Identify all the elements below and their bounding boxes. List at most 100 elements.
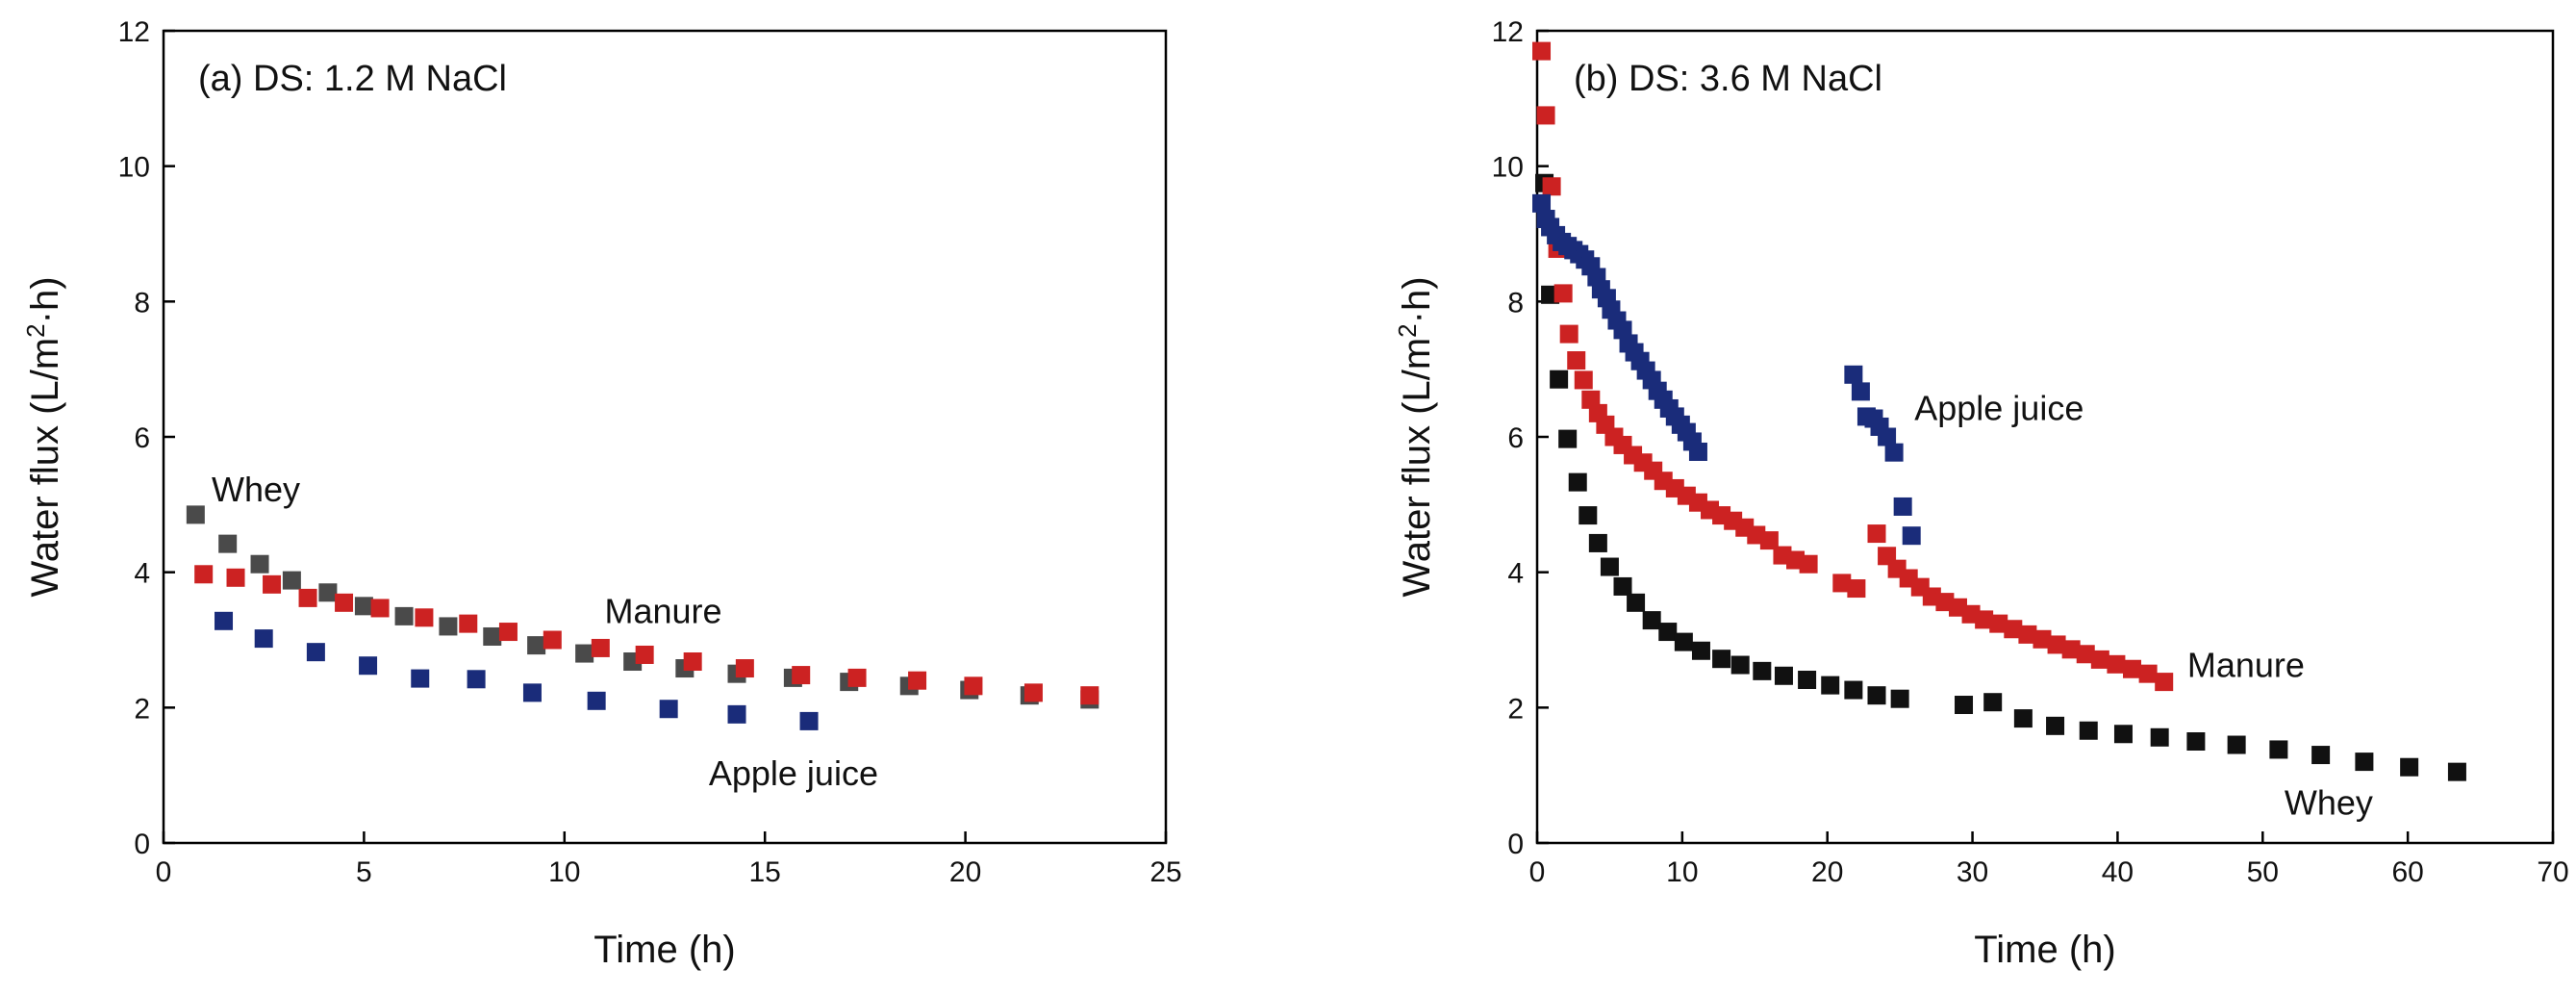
- data-point: [415, 608, 434, 627]
- data-point: [1890, 689, 1909, 708]
- data-point: [2090, 650, 2109, 669]
- data-point: [1799, 554, 1818, 574]
- data-point: [1844, 680, 1863, 700]
- data-point: [1578, 506, 1598, 525]
- x-tick-label: 0: [1529, 856, 1546, 888]
- data-point: [1867, 686, 1886, 705]
- data-point: [527, 636, 546, 655]
- data-point: [1753, 661, 1772, 680]
- y-axis-title-superscript: 2: [21, 323, 50, 337]
- series-label: Manure: [604, 591, 721, 630]
- y-tick-label: 10: [1492, 152, 1524, 184]
- data-point: [370, 599, 390, 618]
- x-axis-title: Time (h): [593, 929, 735, 971]
- data-point: [1080, 686, 1099, 705]
- data-point: [1989, 614, 2008, 633]
- data-point: [459, 614, 478, 633]
- data-point: [483, 626, 502, 646]
- data-point: [522, 683, 542, 702]
- data-point: [591, 638, 610, 657]
- data-point: [543, 630, 562, 650]
- data-point: [411, 669, 430, 688]
- data-point: [1613, 576, 1632, 596]
- data-point: [683, 652, 702, 672]
- panel-title: (b) DS: 3.6 M NaCl: [1574, 59, 1882, 99]
- data-point: [1559, 324, 1578, 344]
- y-tick-label: 6: [1507, 422, 1524, 454]
- x-tick-label: 20: [1811, 856, 1843, 888]
- x-tick-label: 10: [1666, 856, 1698, 888]
- x-tick-label: 50: [2247, 856, 2279, 888]
- data-point: [1902, 526, 1921, 546]
- data-point: [1844, 365, 1863, 384]
- series-apple-juice: [1532, 193, 1921, 546]
- series-label: Whey: [2285, 782, 2373, 822]
- data-point: [908, 671, 927, 690]
- data-point: [298, 588, 317, 607]
- data-point: [727, 704, 746, 724]
- data-point: [1975, 610, 1994, 629]
- x-axis-title: Time (h): [1974, 929, 2115, 971]
- x-tick-label: 30: [1957, 856, 1988, 888]
- data-point: [1532, 193, 1552, 213]
- data-point: [1574, 370, 1593, 390]
- data-point: [1884, 443, 1904, 462]
- x-tick-label: 20: [949, 856, 981, 888]
- y-tick-label: 12: [118, 16, 150, 48]
- data-point: [1588, 533, 1607, 552]
- x-tick-label: 40: [2102, 856, 2134, 888]
- data-point: [964, 676, 983, 696]
- data-point: [1878, 427, 1897, 446]
- data-point: [1759, 531, 1779, 550]
- x-tick-label: 70: [2537, 856, 2568, 888]
- data-point: [1832, 574, 1852, 593]
- data-point: [2138, 664, 2158, 683]
- x-axis-ticks: 0 5 10 15 20 25: [156, 831, 1182, 888]
- data-point: [2033, 629, 2052, 649]
- data-point: [1542, 177, 1561, 196]
- data-point: [318, 583, 338, 602]
- data-point: [1847, 579, 1866, 599]
- y-tick-label: 4: [1507, 558, 1524, 590]
- data-point: [1553, 284, 1573, 303]
- data-point: [1688, 442, 1707, 461]
- y-tick-label: 0: [1507, 829, 1524, 860]
- data-point: [1867, 524, 1886, 544]
- series-label: Manure: [2187, 646, 2305, 685]
- y-axis-ticks: 0 2 4 6 8 10 12: [1492, 16, 1549, 860]
- data-point: [2046, 716, 2065, 735]
- data-point: [2400, 757, 2419, 777]
- y-axis-title-main: Water flux (L/m: [24, 338, 66, 598]
- data-point: [1774, 666, 1793, 685]
- plot-frame: [162, 29, 1168, 845]
- data-point: [359, 656, 378, 676]
- data-point: [1642, 611, 1661, 630]
- data-point: [263, 574, 282, 594]
- y-axis-title-superscript: 2: [1393, 323, 1422, 337]
- y-tick-label: 8: [1507, 287, 1524, 319]
- series-manure: [194, 565, 1099, 705]
- series-apple-juice: [215, 611, 819, 730]
- data-point: [306, 643, 325, 662]
- data-point: [394, 606, 414, 625]
- data-point: [1023, 683, 1043, 702]
- data-point: [1821, 676, 1840, 695]
- data-point: [635, 645, 654, 664]
- data-point: [792, 666, 811, 685]
- y-tick-label: 10: [118, 152, 150, 184]
- y-axis-title: Water flux (L/m2·h): [21, 276, 66, 597]
- data-point: [439, 617, 458, 636]
- panel-a-chart: 0 5 10 15 20 25 0 2 4 6 8 10 12 Whey Manure Apple jui…: [21, 16, 1182, 971]
- data-point: [226, 568, 245, 587]
- y-tick-label: 2: [134, 693, 150, 725]
- data-point: [2061, 640, 2081, 659]
- data-point: [2311, 746, 2331, 765]
- data-point: [2355, 753, 2374, 772]
- data-markers: [1532, 41, 2466, 781]
- data-point: [254, 629, 273, 649]
- data-point: [186, 505, 205, 524]
- data-point: [1730, 655, 1750, 675]
- data-point: [2123, 659, 2142, 678]
- y-axis-title-end: ·h): [1396, 276, 1438, 323]
